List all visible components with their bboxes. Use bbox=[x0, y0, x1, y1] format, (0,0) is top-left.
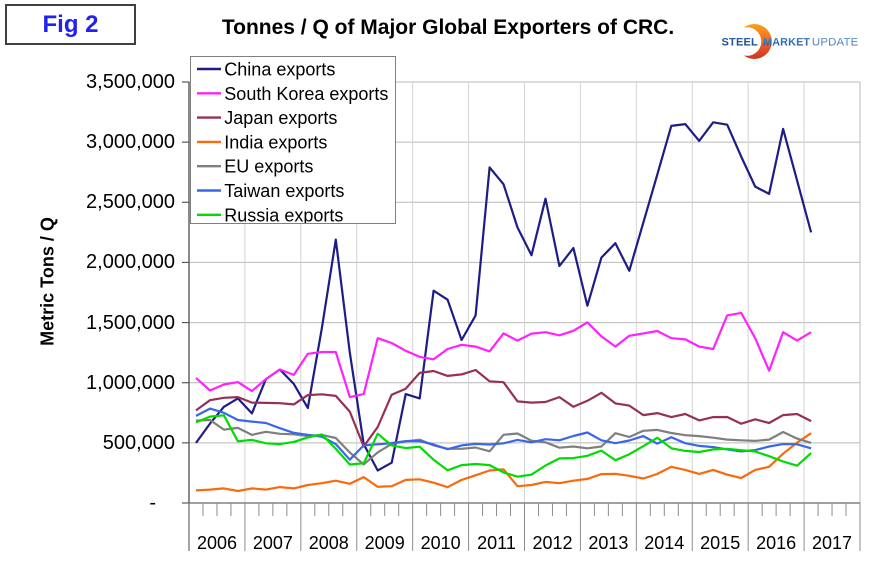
svg-text:India exports: India exports bbox=[224, 132, 327, 152]
svg-text:Japan exports: Japan exports bbox=[224, 108, 337, 128]
svg-text:UPDATE: UPDATE bbox=[812, 37, 859, 49]
svg-text:South Korea exports: South Korea exports bbox=[224, 84, 388, 104]
svg-text:EU exports: EU exports bbox=[224, 157, 313, 177]
svg-text:Russia exports: Russia exports bbox=[224, 205, 343, 223]
svg-text:STEEL: STEEL bbox=[722, 37, 759, 49]
svg-text:Taiwan exports: Taiwan exports bbox=[224, 181, 344, 201]
svg-text:China exports: China exports bbox=[224, 60, 335, 80]
svg-text:MARKET: MARKET bbox=[763, 37, 810, 49]
